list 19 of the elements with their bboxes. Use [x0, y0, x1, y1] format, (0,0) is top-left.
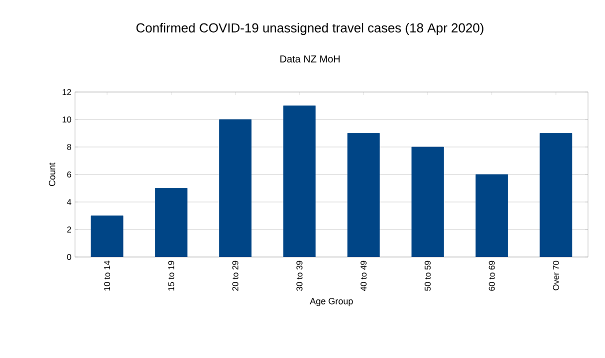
- y-axis-title: Count: [48, 162, 56, 186]
- y-tick-label: 6: [67, 172, 72, 178]
- x-tick-label: 40 to 49: [360, 260, 367, 291]
- x-tick-label: Over 70: [552, 260, 559, 290]
- y-tick-label: 2: [67, 226, 72, 232]
- x-tick-label: 60 to 69: [488, 260, 495, 291]
- x-tick-label: 30 to 39: [296, 260, 302, 291]
- x-tick-label: 10 to 14: [104, 260, 110, 290]
- y-tick-label: 10: [62, 116, 72, 122]
- y-tick-label: 12: [62, 89, 72, 95]
- x-tick-label: 15 to 19: [168, 260, 174, 290]
- y-tick-label: 0: [67, 254, 72, 260]
- y-tick-label: 4: [66, 199, 72, 205]
- y-tick-label: 8: [67, 144, 72, 150]
- chart-subtitle: Data NZ MoH: [280, 56, 340, 62]
- chart-title: Confirmed COVID-19 unassigned travel cases (18 Apr 2020): [136, 22, 484, 36]
- x-tick-label: 50 to 59: [424, 260, 431, 291]
- x-tick-label: 20 to 29: [232, 260, 238, 291]
- x-axis-title: Age Group: [310, 298, 353, 306]
